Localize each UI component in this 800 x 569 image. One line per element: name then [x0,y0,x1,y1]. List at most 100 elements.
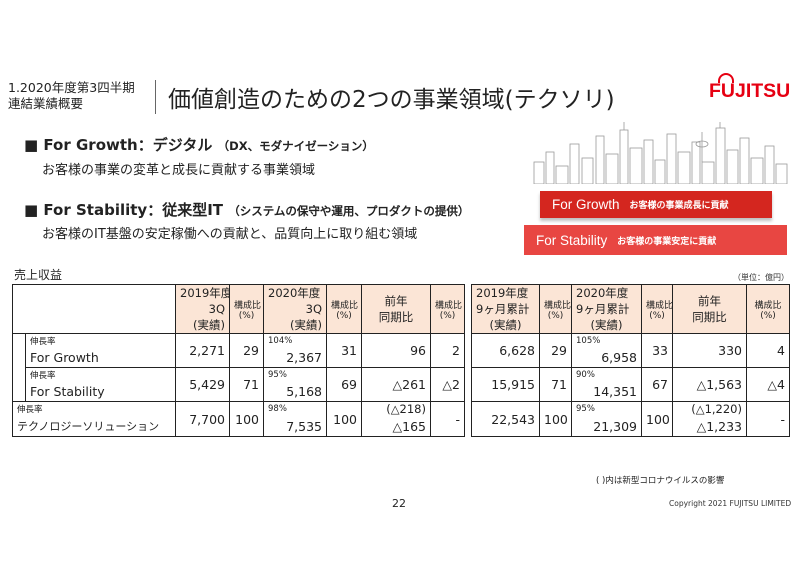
r-growth-yoy-comp: 4 [746,333,790,368]
section-label-line2: 連結業績概要 [8,96,84,111]
r-header-yoy: 前年 同期比 [672,284,747,334]
r-total-yoy-comp: - [746,401,790,437]
growth-label: For Growth：デジタル [43,136,213,154]
header-2019-actual: (実績) [175,317,230,334]
r-header-2020-actual: (実績) [571,317,642,334]
total-yoy-comp: - [430,401,465,437]
table-row: For Stability 5,168 [13,381,465,402]
r-header-comp-yoy: 構成比 (%) [746,284,790,334]
growth-yoy-comp: 2 [430,333,465,368]
stability-2020: 5,168 [263,381,327,402]
r-stability-2019-comp: 71 [539,367,572,402]
header-2020-period: 3Q [263,301,327,317]
total-2020: 7,535 [263,416,327,437]
table-row: 22,543 100 95% 100 (△1,220) - [471,401,790,437]
growth-yoy: 96 [361,333,431,368]
header-comp-2019: 構成比 (%) [229,284,264,334]
stability-2019: 5,429 [175,367,230,402]
stability-band: For Stability お客様の事業安定に貢献 [524,225,787,255]
r-total-2020-comp: 100 [641,401,673,437]
r-stability-yoy: △1,563 [672,367,747,402]
total-2019: 7,700 [175,401,230,437]
stability-bullet: ■ [24,201,39,219]
table-row: 伸長率 5,429 71 95% 69 △261 △2 [13,367,465,402]
growth-2019: 2,271 [175,333,230,368]
growth-2020: 2,367 [263,347,327,368]
r-growth-2019: 6,628 [471,333,540,368]
stability-band-subtitle: お客様の事業安定に貢献 [617,236,717,247]
cumulative-revenue-table: 2019年度 構成比 (%) 2020年度 構成比 (%) 前年 同期比 構成比 (%)… [471,284,790,437]
total-rate: 98% [263,401,327,416]
table-row: テクノロジーソリューション 7,535 △165 [12,416,465,437]
growth-label: For Growth [25,347,176,368]
fujitsu-logo: FUJITSU [709,73,790,108]
table-row: 6,958 [472,347,790,368]
growth-band-title: For Growth [552,197,620,212]
table-row: For Growth 2,367 [13,347,465,368]
stability-2019-comp: 71 [229,367,264,402]
growth-bullet: ■ [24,136,39,154]
header-blank [12,284,176,334]
total-label: テクノロジーソリューション [12,416,176,437]
growth-2020-comp: 31 [326,333,362,368]
copyright: Copyright 2021 FUJITSU LIMITED [669,499,792,508]
covid-footnote: ( )内は新型コロナウイルスの影響 [596,476,725,486]
r-total-2019: 22,543 [471,401,540,437]
stability-label: For Stability [25,381,176,402]
r-stability-rate: 90% [571,367,642,381]
r-stability-2020: 14,351 [571,381,642,402]
header-comp-yoy: 構成比 (%) [430,284,465,334]
r-header-2019-actual: (実績) [471,317,540,334]
stability-2020-comp: 69 [326,367,362,402]
r-stability-2019: 15,915 [471,367,540,402]
table-row: 伸長率 7,700 100 98% 100 (△218) - [12,401,465,437]
stability-rate: 95% [263,367,327,381]
stability-band-title: For Stability [536,232,608,248]
page-title: 価値創造のための2つの事業領域(テクソリ) [168,87,615,113]
r-header-2019: 2019年度 [471,284,540,301]
stability-heading: ■ For Stability：従来型IT （システムの保守や運用、プロダクトの… [24,199,469,220]
table-row: 15,915 71 90% 67 △1,563 △4 [471,367,790,402]
total-2019-comp: 100 [229,401,264,437]
section-label: 1.2020年度第3四半期 連結業績概要 [8,80,135,112]
logo-infinity-mark [718,73,734,83]
logo-text: FUJITSU [709,80,791,102]
r-header-comp-2020: 構成比 (%) [641,284,673,334]
unit-label: （単位：億円） [733,273,789,282]
r-header-2020-period: 9ヶ月累計 [571,301,642,317]
total-2020-comp: 100 [326,401,362,437]
r-header-comp-2019: 構成比 (%) [539,284,572,334]
header-2019: 2019年度 [175,284,230,301]
stability-paren: （システムの保守や運用、プロダクトの提供） [228,204,470,218]
header-yoy: 前年 同期比 [361,284,431,334]
total-yoy-covid: (△218) [361,401,431,416]
r-header-2020: 2020年度 [571,284,642,301]
r-total-rate: 95% [571,401,642,416]
r-growth-2019-comp: 29 [539,333,572,368]
header-2020-actual: (実績) [263,317,327,334]
table-row: 21,309 △1,233 [472,416,790,437]
header-2020: 2020年度 [263,284,327,301]
growth-band-subtitle: お客様の事業成長に貢献 [629,201,729,211]
r-stability-yoy-comp: △4 [746,367,790,402]
table-row: 6,628 29 105% 33 330 4 [471,333,790,368]
growth-description: お客様の事業の変革と成長に貢献する事業領域 [42,163,316,178]
indent-cell [12,333,26,402]
stability-description: お客様のIT基盤の安定稼働への貢献と、品質向上に取り組む領域 [42,227,418,242]
growth-paren: （DX、モダナイゼーション） [217,139,374,153]
r-header-2019-period: 9ヶ月累計 [471,301,540,317]
title-divider [155,80,156,114]
growth-heading: ■ For Growth：デジタル （DX、モダナイゼーション） [24,134,374,155]
table-row: 伸長率 2,271 29 104% 31 96 2 [12,333,465,402]
total-rate-label: 伸長率 [12,401,176,416]
r-stability-2020-comp: 67 [641,367,673,402]
r-growth-2020: 6,958 [571,347,642,368]
growth-rate-label: 伸長率 [25,333,176,347]
growth-rate: 104% [263,333,327,347]
table-header-row: 2019年度 構成比 (%) 2020年度 構成比 (%) 前年 同期比 構成比 (%) [12,284,465,334]
stability-rate-label: 伸長率 [25,367,176,381]
table-row: 14,351 [472,381,790,402]
total-yoy: △165 [361,416,431,437]
header-comp-2020: 構成比 (%) [326,284,362,334]
stability-label: For Stability：従来型IT [43,201,224,219]
